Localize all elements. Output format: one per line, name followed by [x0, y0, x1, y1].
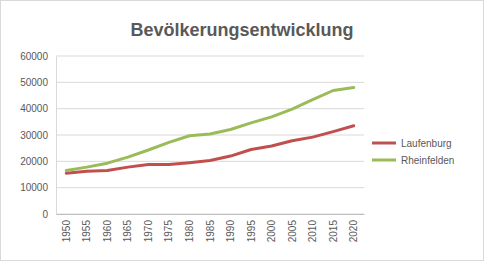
x-tick: 1995 [246, 214, 257, 242]
x-tick: 2010 [307, 214, 318, 242]
x-tick-label: 1960 [102, 220, 113, 243]
legend-label: Laufenburg [401, 138, 452, 149]
x-tick-label: 2010 [307, 220, 318, 243]
x-tick: 1970 [143, 214, 154, 242]
y-tick-label: 10000 [20, 182, 48, 193]
chart-frame [1, 1, 484, 261]
y-tick: 50000 [20, 77, 56, 88]
y-tick: 30000 [20, 130, 56, 141]
legend-swatch [372, 159, 396, 162]
y-axis: 0 10000 20000 30000 40000 50000 60000 [20, 51, 56, 220]
x-tick: 1975 [163, 214, 174, 242]
y-tick-label: 20000 [20, 156, 48, 167]
legend-item: Rheinfelden [372, 155, 454, 166]
legend: Laufenburg Rheinfelden [372, 138, 454, 166]
x-tick: 1965 [122, 214, 133, 242]
y-tick: 0 [42, 209, 56, 220]
grid [56, 56, 364, 214]
y-tick-label: 30000 [20, 130, 48, 141]
x-tick: 2020 [348, 214, 359, 242]
x-tick-label: 1985 [205, 220, 216, 243]
x-tick: 1985 [205, 214, 216, 242]
y-tick-label: 40000 [20, 103, 48, 114]
x-tick-label: 1995 [246, 220, 257, 243]
x-tick-label: 2005 [287, 220, 298, 243]
x-tick-label: 1975 [163, 220, 174, 243]
title: Bevölkerungsentwicklung [130, 20, 353, 40]
y-tick: 40000 [20, 103, 56, 114]
x-axis-line [57, 214, 365, 215]
legend-item: Laufenburg [372, 138, 452, 149]
x-tick-label: 1955 [81, 220, 92, 243]
x-tick: 1960 [102, 214, 113, 242]
x-tick: 1955 [81, 214, 92, 242]
x-tick-label: 2015 [328, 220, 339, 243]
x-tick-label: 2000 [266, 220, 277, 243]
y-tick-label: 60000 [20, 51, 48, 62]
x-tick: 2015 [328, 214, 339, 242]
x-axis: 1950 1955 1960 1965 1970 1975 1980 1985 1990 1995… [57, 214, 365, 242]
legend-swatch [372, 142, 396, 145]
x-tick-label: 1950 [61, 220, 72, 243]
x-tick: 1950 [61, 214, 72, 242]
x-tick: 2000 [266, 214, 277, 242]
plot: 0100002000030000400005000060000195019551… [20, 51, 364, 243]
grid-line [56, 82, 364, 83]
y-axis-line [56, 57, 57, 215]
x-tick-label: 1965 [122, 220, 133, 243]
x-tick: 1990 [225, 214, 236, 242]
grid-line [56, 108, 364, 109]
x-tick-label: 1980 [184, 220, 195, 243]
chart: Bevölkerungsentwicklung 0 10000 20000 30000 4… [0, 0, 484, 261]
y-tick-label: 50000 [20, 77, 48, 88]
series-line [66, 88, 353, 171]
x-tick-label: 2020 [348, 220, 359, 243]
x-tick-label: 1990 [225, 220, 236, 243]
y-tick: 10000 [20, 182, 56, 193]
grid-line [56, 214, 364, 215]
lines [66, 88, 353, 174]
x-tick: 1980 [184, 214, 195, 242]
y-tick: 20000 [20, 156, 56, 167]
legend-label: Rheinfelden [401, 155, 454, 166]
y-tick-label: 0 [42, 209, 48, 220]
grid-line [56, 56, 364, 57]
grid-line [56, 187, 364, 188]
x-tick-label: 1970 [143, 220, 154, 243]
x-tick: 2005 [287, 214, 298, 242]
y-tick: 60000 [20, 51, 56, 62]
